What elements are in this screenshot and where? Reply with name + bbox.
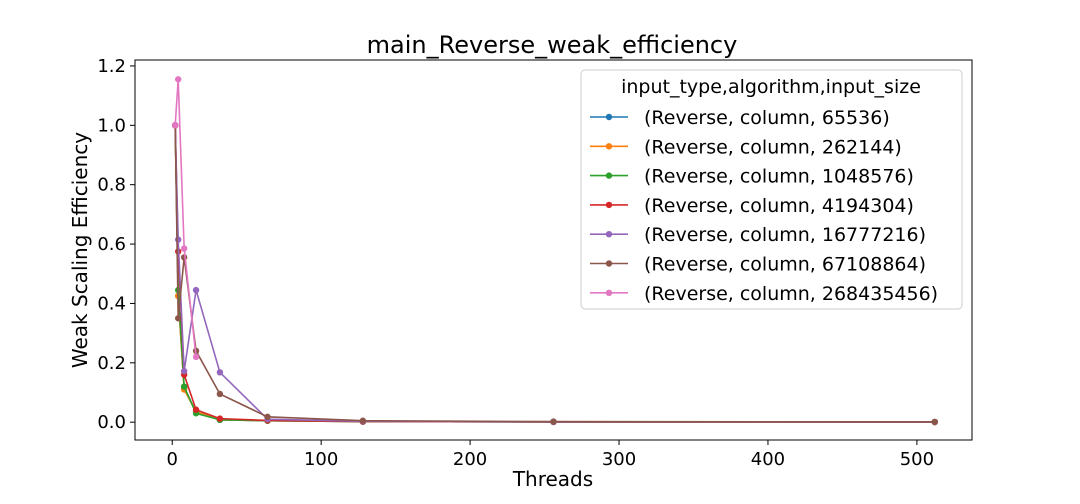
x-tick-label: 100 xyxy=(304,449,338,470)
x-tick-label: 200 xyxy=(453,449,487,470)
x-tick-label: 500 xyxy=(900,449,934,470)
data-point xyxy=(216,415,224,422)
data-point xyxy=(174,236,182,243)
y-tick-label: 0.0 xyxy=(97,412,126,433)
series-layer xyxy=(172,76,938,426)
y-tick-label: 0.8 xyxy=(97,175,126,196)
legend-box xyxy=(580,69,963,310)
legend: input_type,algorithm,input_size (Reverse… xyxy=(580,69,963,310)
legend-label: (Reverse, column, 1048576) xyxy=(644,166,914,188)
legend-label: (Reverse, column, 4194304) xyxy=(644,195,914,217)
y-tick-label: 1.0 xyxy=(97,115,126,136)
y-axis: 0.0 0.2 0.4 0.6 0.8 1.0 1.2 xyxy=(97,56,135,433)
x-tick-label: 300 xyxy=(602,449,636,470)
legend-label: (Reverse, column, 268435456) xyxy=(644,283,938,305)
data-point xyxy=(192,286,200,294)
legend-marker xyxy=(605,289,613,296)
legend-marker xyxy=(605,231,613,238)
series-line xyxy=(174,79,197,357)
legend-entries: (Reverse, column, 65536) (Reverse, column… xyxy=(590,107,938,305)
legend-label: (Reverse, column, 16777216) xyxy=(644,224,926,246)
y-tick-label: 0.2 xyxy=(97,353,126,374)
chart-title: main_Reverse_weak_efficiency xyxy=(367,31,738,59)
data-point xyxy=(180,367,188,375)
series-7 xyxy=(172,76,200,361)
legend-marker xyxy=(605,172,613,179)
data-point xyxy=(172,122,179,129)
data-point xyxy=(180,383,188,390)
legend-label: (Reverse, column, 65536) xyxy=(644,107,890,129)
legend-label: (Reverse, column, 67108864) xyxy=(644,254,926,276)
legend-title: input_type,algorithm,input_size xyxy=(621,76,921,98)
data-point xyxy=(216,369,224,376)
data-point xyxy=(174,315,182,322)
data-point xyxy=(216,390,224,398)
y-tick-label: 1.2 xyxy=(97,56,126,77)
legend-marker xyxy=(605,201,613,209)
y-axis-label: Weak Scaling Efficiency xyxy=(68,132,92,368)
legend-marker xyxy=(605,143,613,150)
legend-marker xyxy=(605,113,613,121)
legend-label: (Reverse, column, 262144) xyxy=(644,136,902,158)
data-point xyxy=(192,406,200,413)
x-axis-label: Threads xyxy=(512,467,593,491)
data-point xyxy=(264,413,271,421)
data-point xyxy=(174,76,182,83)
x-tick-label: 400 xyxy=(751,449,785,470)
data-point xyxy=(359,417,367,424)
legend-marker xyxy=(605,260,613,267)
y-tick-label: 0.4 xyxy=(97,293,126,314)
x-tick-label: 0 xyxy=(167,449,178,470)
x-axis: 0 100 200 300 400 500 xyxy=(167,440,934,470)
data-point xyxy=(931,418,938,426)
data-point xyxy=(180,245,188,252)
data-point xyxy=(550,418,557,425)
data-point xyxy=(192,353,200,361)
y-tick-label: 0.6 xyxy=(97,234,126,255)
plot-area xyxy=(134,59,973,441)
